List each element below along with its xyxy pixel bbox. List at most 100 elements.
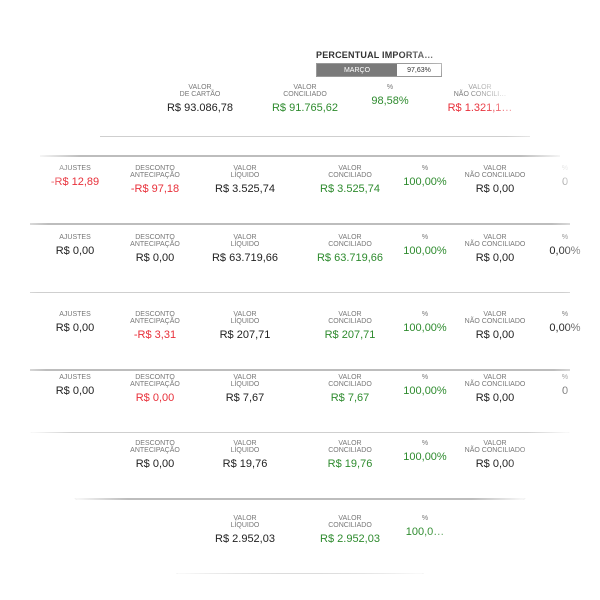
cell-pct: % 100,00% — [395, 234, 455, 257]
cell-pct: % 100,00% — [395, 440, 455, 463]
cell-value: -R$ 3,31 — [133, 329, 177, 341]
cell-value: 0 — [561, 385, 569, 397]
summary-row: VALOR DE CARTÃO R$ 93.086,78 VALOR CONCI… — [0, 84, 600, 144]
cell-liquido: VALOR LÍQUIDO R$ 3.525,74 — [195, 165, 295, 195]
column-label: AJUSTES — [59, 165, 91, 172]
month-percentage: 97,63% — [397, 64, 441, 76]
cell-value: 0,00% — [549, 245, 581, 257]
column-label: VALOR LÍQUIDO — [230, 311, 260, 325]
table-row: AJUSTES R$ 0,00 DESCONTO ANTECIPAÇÃO R$ 0,0… — [0, 374, 600, 434]
row-separator — [30, 432, 570, 433]
cell-liquido: VALOR LÍQUIDO R$ 207,71 — [195, 311, 295, 341]
column-label: AJUSTES — [59, 374, 91, 381]
column-label: % — [421, 440, 429, 447]
cell-liquido: VALOR LÍQUIDO R$ 2.952,03 — [195, 515, 295, 545]
summary-not-reconciled: VALOR NÃO CONCILI… R$ 1.321,1… — [447, 84, 513, 114]
table-row: AJUSTES -R$ 12,89 DESCONTO ANTECIPAÇÃO -R$ … — [0, 165, 600, 225]
column-label: VALOR LÍQUIDO — [230, 234, 260, 248]
column-label: VALOR CONCILIADO — [328, 311, 372, 325]
row-separator — [30, 498, 570, 500]
cell-conciliado: VALOR CONCILIADO R$ 7,67 — [295, 374, 405, 404]
cell-value: 100,00% — [403, 451, 447, 463]
cell-value: 100,00% — [403, 385, 447, 397]
cell-pct2: % 0,00% — [535, 311, 595, 334]
cell-ajustes: AJUSTES R$ 0,00 — [35, 234, 115, 257]
cell-liquido: VALOR LÍQUIDO R$ 19,76 — [195, 440, 295, 470]
cell-desconto: DESCONTO ANTECIPAÇÃO -R$ 3,31 — [115, 311, 195, 341]
column-label: VALOR LÍQUIDO — [230, 515, 260, 529]
column-label: VALOR NÃO CONCILIADO — [464, 234, 526, 248]
column-label: DESCONTO ANTECIPAÇÃO — [130, 165, 180, 179]
cell-nao-conciliado: VALOR NÃO CONCILIADO R$ 0,00 — [450, 311, 540, 341]
cell-value: R$ 2.952,03 — [320, 533, 380, 545]
month-label[interactable]: MARÇO — [317, 64, 397, 76]
cell-value: R$ 0,00 — [475, 329, 515, 341]
cell-value: 100,00% — [403, 176, 447, 188]
cell-value: R$ 7,67 — [225, 392, 265, 404]
cell-desconto: DESCONTO ANTECIPAÇÃO R$ 0,00 — [115, 234, 195, 264]
cell-value: R$ 2.952,03 — [215, 533, 275, 545]
table-row: DESCONTO ANTECIPAÇÃO R$ 0,00 VALOR LÍQUIDO… — [0, 440, 600, 500]
column-label: VALOR NÃO CONCILIADO — [464, 374, 526, 388]
summary-reconciled: VALOR CONCILIADO R$ 91.765,62 — [271, 84, 339, 114]
cell-liquido: VALOR LÍQUIDO R$ 63.719,66 — [195, 234, 295, 264]
cell-nao-conciliado: VALOR NÃO CONCILIADO R$ 0,00 — [450, 440, 540, 470]
column-label: % — [421, 165, 429, 172]
cell-value: R$ 0,00 — [475, 252, 515, 264]
column-label: VALOR CONCILIADO — [328, 374, 372, 388]
import-percentage-title: PERCENTUAL IMPORTA… — [316, 50, 434, 60]
column-label: % — [421, 311, 429, 318]
cell-value: 0 — [561, 176, 569, 188]
column-label: % — [561, 165, 569, 172]
column-label: VALOR CONCILIADO — [328, 515, 372, 529]
column-label: % — [421, 515, 429, 522]
cell-value: R$ 3.525,74 — [320, 183, 380, 195]
column-label: VALOR NÃO CONCILIADO — [464, 311, 526, 325]
column-label: AJUSTES — [59, 234, 91, 241]
cell-value: -R$ 12,89 — [50, 176, 100, 188]
summary-percent: % 98,58% — [371, 84, 409, 107]
cell-value: R$ 19,76 — [222, 458, 268, 470]
cell-conciliado: VALOR CONCILIADO R$ 3.525,74 — [295, 165, 405, 195]
cell-nao-conciliado: VALOR NÃO CONCILIADO R$ 0,00 — [450, 234, 540, 264]
table-row: AJUSTES R$ 0,00 DESCONTO ANTECIPAÇÃO R$ 0,0… — [0, 234, 600, 294]
column-label: AJUSTES — [59, 311, 91, 318]
cell-nao-conciliado: VALOR NÃO CONCILIADO R$ 0,00 — [450, 165, 540, 195]
cell-conciliado: VALOR CONCILIADO R$ 2.952,03 — [295, 515, 405, 545]
cell-value: R$ 0,00 — [475, 458, 515, 470]
column-label: VALOR NÃO CONCILIADO — [464, 440, 526, 454]
cell-conciliado: VALOR CONCILIADO R$ 19,76 — [295, 440, 405, 470]
column-label: VALOR LÍQUIDO — [230, 165, 260, 179]
column-label: DESCONTO ANTECIPAÇÃO — [130, 374, 180, 388]
cell-desconto: DESCONTO ANTECIPAÇÃO R$ 0,00 — [115, 374, 195, 404]
column-label: % — [561, 311, 569, 318]
month-percentage-bar: MARÇO 97,63% — [316, 63, 442, 77]
cell-value: R$ 63.719,66 — [211, 252, 279, 264]
cell-desconto: DESCONTO ANTECIPAÇÃO -R$ 97,18 — [115, 165, 195, 195]
row-separator — [30, 223, 570, 225]
cell-value: 0,00% — [549, 322, 581, 334]
column-label: % — [561, 374, 569, 381]
import-percentage-header: PERCENTUAL IMPORTA… MARÇO 97,63% — [316, 50, 446, 77]
cell-value: 100,00% — [403, 322, 447, 334]
column-label: VALOR CONCILIADO — [328, 165, 372, 179]
column-label: VALOR NÃO CONCILIADO — [464, 165, 526, 179]
row-separator — [30, 573, 570, 574]
cell-value: R$ 0,00 — [55, 322, 95, 334]
cell-value: R$ 63.719,66 — [316, 252, 384, 264]
cell-desconto: DESCONTO ANTECIPAÇÃO R$ 0,00 — [115, 440, 195, 470]
row-separator — [30, 369, 570, 371]
column-label: VALOR CONCILIADO — [328, 440, 372, 454]
column-label: % — [421, 374, 429, 381]
column-label: VALOR LÍQUIDO — [230, 374, 260, 388]
table-row: VALOR LÍQUIDO R$ 2.952,03 VALOR CONCILIADO… — [0, 515, 600, 575]
row-separator — [40, 155, 560, 157]
cell-value: R$ 0,00 — [55, 245, 95, 257]
cell-nao-conciliado: VALOR NÃO CONCILIADO R$ 0,00 — [450, 374, 540, 404]
cell-pct2: % 0 — [535, 165, 595, 188]
column-label: DESCONTO ANTECIPAÇÃO — [130, 440, 180, 454]
cell-value: R$ 0,00 — [135, 252, 175, 264]
cell-pct2: % 0,00% — [535, 234, 595, 257]
cell-value: R$ 0,00 — [135, 392, 175, 404]
